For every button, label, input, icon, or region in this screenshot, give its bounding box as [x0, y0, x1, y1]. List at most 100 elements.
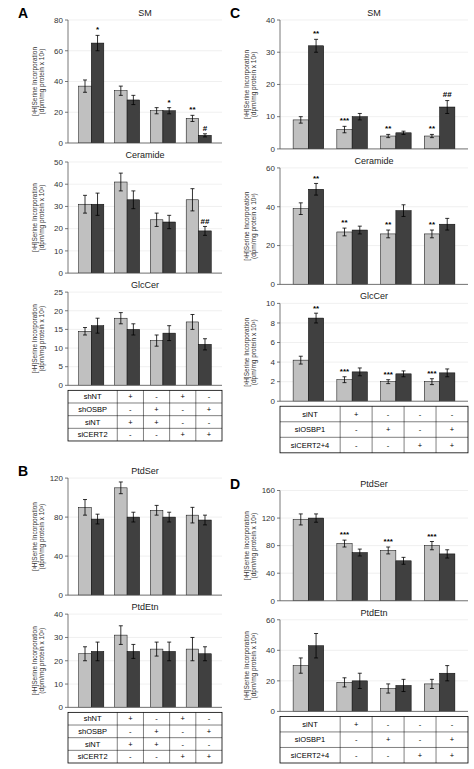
- y-tick-label: 30: [266, 48, 275, 57]
- bar: [293, 120, 308, 149]
- error-cap: [83, 499, 87, 500]
- y-tick-label: 40: [54, 180, 63, 189]
- bar: [127, 651, 140, 707]
- table-cell: +: [386, 425, 391, 434]
- error-bar: [358, 113, 362, 119]
- error-bar: [155, 335, 159, 346]
- y-axis: [68, 162, 69, 273]
- error-cap: [342, 677, 346, 678]
- error-cap: [131, 334, 135, 335]
- x-axis: [280, 600, 468, 601]
- error-cap: [203, 226, 207, 227]
- plot-area: [293, 313, 455, 401]
- error-cap: [167, 325, 171, 326]
- error-bar: [358, 368, 362, 376]
- bar: [150, 341, 163, 386]
- table-cell: +: [207, 430, 212, 439]
- y-axis-label: [³H]Serine Incorporation(dpm/mg protein …: [31, 183, 47, 252]
- error-line: [204, 647, 205, 661]
- table-cell: -: [419, 720, 422, 729]
- table-row-line: [68, 737, 222, 738]
- error-cap: [96, 50, 100, 51]
- error-cap: [314, 522, 318, 523]
- bar-chart: SMC010203040[³H]Serine Incorporation(dpm…: [230, 5, 468, 154]
- y-tick: [65, 329, 68, 330]
- error-line: [300, 658, 301, 673]
- error-cap: [167, 340, 171, 341]
- table-cell: +: [181, 714, 186, 723]
- significance-label: ##: [201, 217, 210, 226]
- error-cap: [96, 193, 100, 194]
- y-axis: [280, 620, 281, 712]
- error-bar: [342, 126, 346, 132]
- bar-chart: PtdEtn010203040[³H]Serine Incorporation(…: [31, 602, 222, 712]
- table-row-label: siNT: [302, 410, 318, 419]
- error-cap: [445, 218, 449, 219]
- y-tick-label: 20: [266, 677, 275, 686]
- error-line: [359, 549, 360, 556]
- table-cell: -: [419, 735, 422, 744]
- table-cell: -: [208, 418, 211, 427]
- table-border: [68, 390, 222, 441]
- y-axis-label: [³H]Serine Incorporation(dpm/mg protein …: [243, 511, 258, 580]
- chart-title: SM: [367, 8, 381, 18]
- table-cell: +: [450, 425, 455, 434]
- y-tick: [277, 342, 280, 343]
- table-row-line: [68, 402, 222, 403]
- error-cap: [299, 657, 303, 658]
- error-bar: [299, 356, 303, 364]
- error-line: [120, 173, 121, 191]
- error-cap: [314, 195, 318, 196]
- error-line: [85, 647, 86, 661]
- error-cap: [203, 646, 207, 647]
- error-line: [133, 95, 134, 104]
- significance-label: *: [96, 25, 100, 34]
- table-row-line: [280, 731, 468, 732]
- table-row-line: [280, 421, 468, 422]
- error-cap: [402, 679, 406, 680]
- bar-chart: PtdSerB04080120[³H]Serine Incorporation(…: [18, 463, 222, 600]
- bar: [150, 649, 163, 707]
- error-cap: [358, 688, 362, 689]
- table-cell: -: [129, 405, 132, 414]
- annotations: ***********: [313, 304, 438, 380]
- error-bar: [167, 215, 171, 228]
- bar: [424, 136, 439, 149]
- bar: [186, 200, 199, 273]
- error-bar: [314, 39, 318, 52]
- y-tick-label: 0: [271, 280, 276, 289]
- y-tick-label: 4: [271, 358, 276, 367]
- error-bar: [155, 505, 159, 515]
- bar: [91, 326, 104, 386]
- error-cap: [131, 644, 135, 645]
- error-cap: [167, 228, 171, 229]
- error-cap: [131, 521, 135, 522]
- table-cell: -: [451, 410, 454, 419]
- error-line: [85, 500, 86, 516]
- significance-label: ***: [340, 116, 350, 125]
- error-bar: [167, 512, 171, 522]
- error-cap: [445, 113, 449, 114]
- y-tick-label: 8: [271, 319, 276, 328]
- y-tick-label: 40: [266, 569, 275, 578]
- error-line: [133, 644, 134, 658]
- error-line: [97, 318, 98, 333]
- bar: [293, 519, 308, 600]
- bar: [337, 232, 352, 284]
- table-row-label: siNT: [85, 418, 101, 427]
- bar: [163, 333, 176, 385]
- error-cap: [83, 327, 87, 328]
- error-line: [388, 230, 389, 238]
- error-cap: [402, 557, 406, 558]
- y-tick: [277, 322, 280, 323]
- bar-chart: SMA020406080[³H]Serine Incorporation(dpm…: [18, 5, 222, 148]
- error-cap: [155, 515, 159, 516]
- error-bar: [167, 108, 171, 114]
- y-tick: [65, 20, 68, 21]
- panel-label: B: [18, 463, 28, 479]
- bar: [199, 344, 212, 385]
- table-cell: -: [155, 430, 158, 439]
- error-cap: [342, 547, 346, 548]
- error-line: [204, 515, 205, 525]
- chart-title: Ceramide: [354, 156, 393, 166]
